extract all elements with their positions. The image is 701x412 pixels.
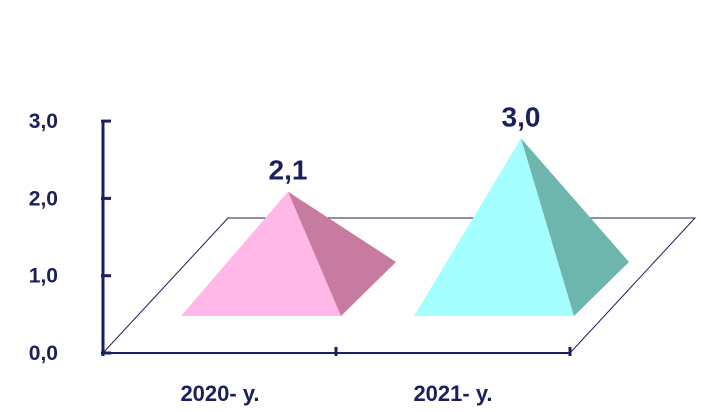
pyramid-2 xyxy=(414,138,629,316)
y-tick-label: 0,0 xyxy=(29,342,58,365)
pyramid-front-face xyxy=(414,138,574,316)
y-tick-label: 2,0 xyxy=(29,187,58,210)
pyramid-side-face xyxy=(521,138,629,316)
pyramid-series xyxy=(181,138,629,316)
pyramid-side-face xyxy=(288,191,396,316)
pyramid-front-face xyxy=(181,191,341,316)
x-category-label: 2020- y. xyxy=(180,381,259,406)
y-tick-label: 3,0 xyxy=(29,110,58,133)
data-label: 3,0 xyxy=(502,101,541,132)
pyramid-1 xyxy=(181,191,396,316)
y-axis: 0,0 1,0 2,0 3,0 xyxy=(29,110,572,365)
x-category-label: 2021- y. xyxy=(413,381,492,406)
data-label: 2,1 xyxy=(269,155,308,186)
chart-labels: 2,1 2020- y. 3,0 2021- y. xyxy=(180,101,540,406)
y-tick-label: 1,0 xyxy=(29,265,58,288)
